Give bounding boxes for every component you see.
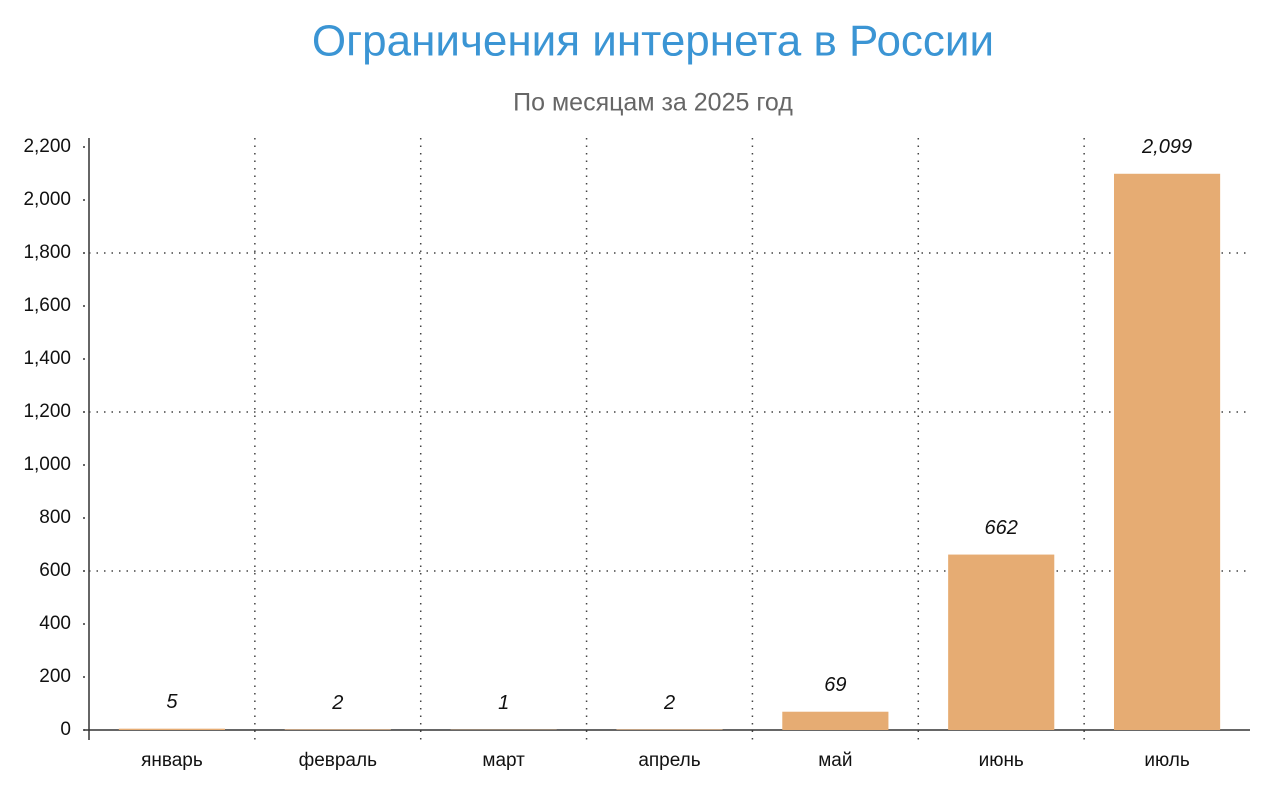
value-label: 1	[498, 692, 509, 714]
bar	[1113, 173, 1221, 730]
value-label: 662	[985, 517, 1018, 539]
x-tick-label: май	[818, 750, 852, 771]
y-tick-label: 200	[39, 666, 71, 687]
chart-subtitle: По месяцам за 2025 год	[513, 89, 793, 117]
y-tick-label: 600	[39, 560, 71, 581]
bar	[782, 711, 889, 730]
y-tick-label: 1,400	[23, 348, 71, 369]
y-tick-label: 400	[39, 613, 71, 634]
value-label: 69	[824, 674, 846, 696]
value-label: 2,099	[1141, 136, 1192, 158]
x-tick-label: июнь	[979, 750, 1024, 771]
y-tick-label: 1,200	[23, 401, 71, 422]
x-tick-label: февраль	[299, 750, 378, 771]
x-tick-label: январь	[141, 750, 203, 771]
bar	[616, 729, 723, 730]
x-tick-label: апрель	[638, 750, 700, 771]
value-label: 2	[663, 692, 675, 714]
y-tick-label: 1,800	[23, 242, 71, 263]
x-tick-label: март	[482, 750, 525, 771]
y-tick-label: 0	[60, 719, 71, 740]
y-tick-label: 800	[39, 507, 71, 528]
y-tick-label: 2,200	[23, 136, 71, 157]
value-label: 2	[331, 692, 343, 714]
x-tick-label: июль	[1144, 750, 1190, 771]
bar	[284, 729, 391, 730]
y-tick-label: 1,000	[23, 454, 71, 475]
bar	[118, 728, 226, 730]
y-tick-label: 2,000	[23, 189, 71, 210]
bar	[948, 554, 1055, 730]
y-tick-label: 1,600	[23, 295, 71, 316]
chart-title: Ограничения интернета в России	[312, 17, 994, 66]
value-label: 5	[166, 691, 178, 713]
